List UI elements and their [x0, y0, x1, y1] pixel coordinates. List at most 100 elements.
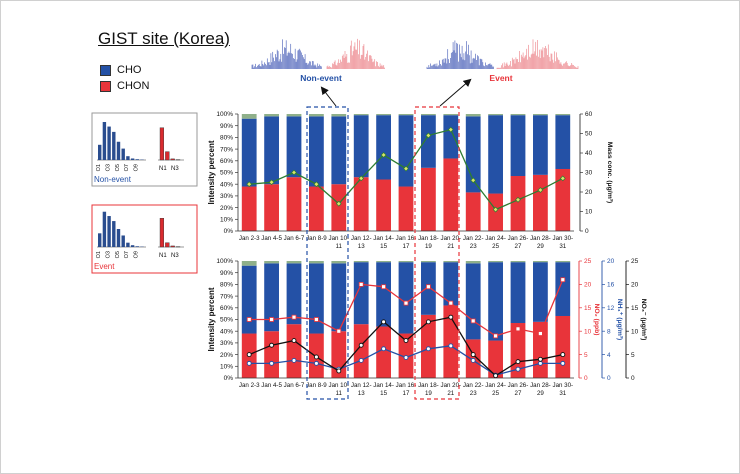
x-tick-label: 11	[336, 390, 343, 397]
inset-frame	[91, 204, 198, 274]
bar-other	[533, 261, 548, 263]
inset-tick-label: O5	[115, 164, 121, 171]
x-tick-label: Jan 4-5	[261, 235, 282, 242]
series-marker	[313, 360, 319, 366]
inset-bar	[165, 151, 170, 161]
x-tick-label: 23	[470, 390, 477, 397]
y2-axis-label: NH₄⁺ (μg/m³)	[616, 299, 623, 341]
legend: CHO CHON	[100, 62, 149, 94]
y-tick-label: 0%	[224, 375, 234, 382]
y-tick-label: 70%	[220, 146, 233, 153]
bar-other	[443, 261, 459, 263]
bar-chon	[264, 184, 279, 231]
bar-cho	[488, 115, 503, 194]
y2-tick-label: 16	[607, 282, 615, 289]
inset-tick-label: O1	[96, 251, 102, 258]
y-tick-label: 40%	[220, 181, 233, 188]
inset-bar	[102, 122, 107, 160]
series-marker	[537, 187, 544, 193]
legend-swatch-chon	[100, 80, 111, 92]
inset-label: Non-event	[94, 175, 132, 184]
x-tick-label: 15	[380, 390, 387, 397]
series-marker	[381, 284, 387, 290]
bar-chon	[488, 340, 503, 378]
bar-other	[465, 261, 481, 264]
inset-bar	[135, 159, 139, 160]
series-marker	[560, 360, 566, 366]
legend-label-chon: CHON	[117, 80, 150, 92]
bar-cho	[510, 115, 526, 177]
series-marker	[403, 165, 409, 172]
bar-cho	[376, 262, 391, 327]
series-marker	[559, 175, 566, 182]
bar-other	[421, 114, 436, 116]
bar-cho	[555, 262, 571, 316]
inset-tick-label: N1	[159, 253, 167, 259]
y2-tick-label: 10	[585, 209, 593, 216]
x-tick-label: Jan 10-	[328, 235, 349, 242]
x-tick-label: 25	[492, 243, 499, 250]
inset-bar	[130, 245, 135, 247]
bar-cho	[264, 116, 279, 185]
bar-chon	[331, 184, 347, 231]
series-marker	[425, 346, 431, 352]
y-tick-label: 60%	[220, 305, 233, 312]
bar-other	[533, 114, 548, 116]
bar-other	[331, 261, 347, 264]
y2-tick-label: 60	[585, 111, 593, 118]
x-tick-label: Jan 24-	[485, 235, 506, 242]
bar-chon	[510, 176, 526, 231]
bar-cho	[331, 263, 347, 332]
series-marker	[515, 366, 521, 372]
bar-chon	[533, 174, 548, 231]
series-marker	[537, 360, 543, 366]
x-tick-label: 13	[358, 390, 365, 397]
bar-other	[353, 261, 369, 263]
y2-tick-label: 0	[585, 228, 589, 235]
inset-tick-label: O3	[105, 164, 111, 171]
y-axis-label: Intensity percent	[207, 140, 216, 204]
series-marker	[425, 132, 432, 139]
spectrum-label-nonevent: Non-event	[300, 73, 342, 83]
x-tick-label: Jan 12-	[351, 235, 372, 242]
series-marker	[246, 352, 252, 358]
bar-chon	[309, 186, 324, 231]
inset-bar	[159, 127, 164, 161]
series-marker	[291, 169, 297, 176]
y-tick-label: 100%	[216, 258, 233, 265]
series-marker	[313, 317, 319, 322]
y-axis-label: Intensity percent	[207, 287, 216, 351]
series-marker	[246, 317, 252, 322]
bar-cho	[309, 116, 324, 187]
bar-chon	[286, 324, 302, 378]
x-tick-label: 31	[559, 243, 566, 250]
series-marker	[515, 359, 521, 365]
y2-tick-label: 25	[631, 258, 639, 265]
bar-other	[421, 261, 436, 263]
x-tick-label: 19	[425, 243, 432, 250]
series-marker	[425, 284, 431, 290]
inset-bar	[165, 242, 170, 248]
bar-other	[241, 261, 257, 266]
inset-bar	[121, 148, 125, 160]
bar-cho	[286, 263, 302, 325]
inset-bar	[112, 221, 116, 247]
y2-tick-label: 0	[607, 375, 611, 382]
bar-chon	[421, 167, 436, 231]
series-marker	[269, 317, 275, 322]
series-marker	[448, 343, 454, 349]
series-marker	[291, 358, 297, 363]
event-arrow	[439, 78, 472, 107]
x-tick-label: Jan 18-	[418, 235, 439, 242]
y-tick-label: 80%	[220, 135, 233, 142]
series-marker	[403, 338, 409, 344]
bar-chon	[376, 179, 391, 231]
x-tick-label: Jan 26-	[508, 382, 529, 389]
inset-bar	[112, 131, 116, 160]
inset-bar	[107, 126, 111, 160]
series-marker	[470, 177, 477, 184]
x-tick-label: Jan 24-	[485, 382, 506, 389]
series-marker	[335, 200, 342, 207]
x-tick-label: 19	[425, 390, 432, 397]
x-tick-label: Jan 30-	[552, 235, 573, 242]
